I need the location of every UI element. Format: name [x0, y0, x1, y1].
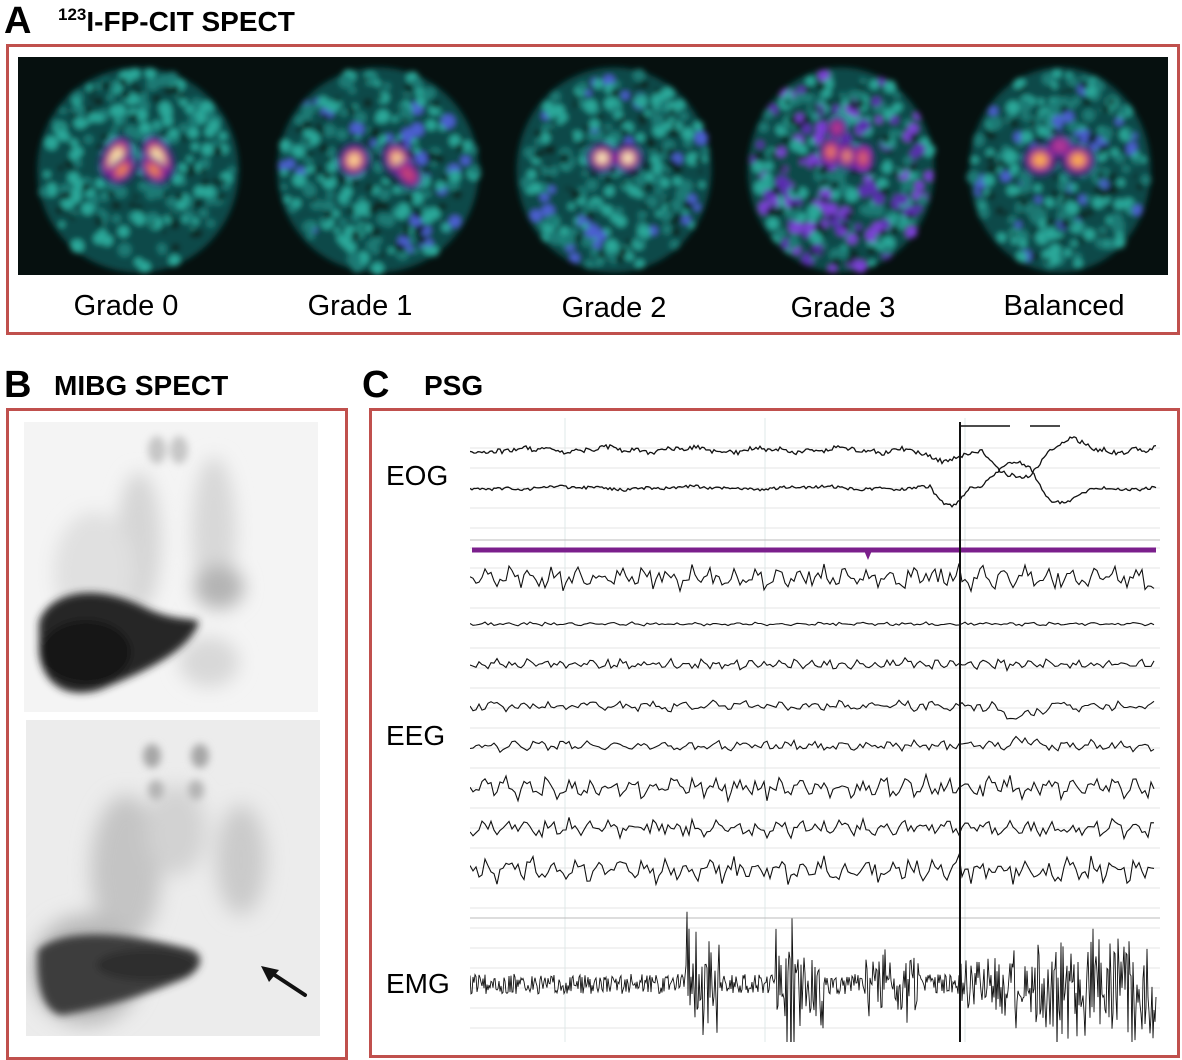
eeg-trace-6: [470, 772, 1155, 804]
scan-svg-4: [966, 67, 1152, 273]
spect-scan-grade-0: [18, 57, 258, 275]
scan-svg-1: [277, 67, 481, 275]
eeg-trace-2: [470, 621, 1155, 627]
eeg-trace-5: [470, 735, 1155, 754]
scan-svg-0: [37, 67, 239, 274]
grade-label-3: Grade 3: [790, 292, 896, 324]
marker-notch: [863, 548, 873, 560]
scan-svg-3: [747, 67, 936, 273]
panel-a-title-text: I-FP-CIT SPECT: [86, 6, 295, 37]
eeg-trace-1: [470, 563, 1155, 594]
eog-trace-1: [470, 436, 1157, 480]
panel-b-title: MIBG SPECT: [54, 370, 229, 401]
eeg-trace-7: [470, 816, 1155, 841]
eeg-trace-8: [470, 852, 1155, 887]
eeg-label: EEG: [386, 720, 446, 751]
grade-label-2: Grade 2: [561, 292, 667, 324]
panel-b-letter: B: [4, 364, 32, 406]
arrow-icon: [261, 966, 307, 997]
isotope-superscript: 123: [58, 5, 87, 24]
panel-a-letter: A: [4, 0, 32, 42]
spect-scan-grade-2: [498, 57, 730, 275]
eog-label: EOG: [386, 460, 449, 491]
grade-label-0: Grade 0: [73, 290, 179, 322]
grade-label-balanced: Balanced: [1003, 290, 1125, 322]
spect-scan-grade-1: [258, 57, 498, 275]
eeg-trace-4: [470, 699, 1155, 720]
panel-c-letter: C: [362, 364, 390, 406]
grade-label-1: Grade 1: [307, 290, 413, 322]
spect-scan-balanced: [952, 57, 1168, 275]
mibg-image-bottom: [26, 720, 320, 1036]
eeg-trace-3: [470, 656, 1155, 673]
scan-svg-2: [516, 67, 712, 273]
panel-c-frame: [369, 408, 1180, 1058]
eog-trace-2: [470, 460, 1157, 508]
psg-traces: [470, 418, 1160, 1042]
mibg-image-top: [24, 422, 318, 712]
panel-c-title: PSG: [424, 370, 484, 401]
panel-a-title: 123I-FP-CIT SPECT: [58, 5, 295, 37]
emg-trace: [470, 911, 1157, 1042]
spect-scan-grade-3: [730, 57, 952, 275]
emg-label: EMG: [386, 968, 450, 999]
